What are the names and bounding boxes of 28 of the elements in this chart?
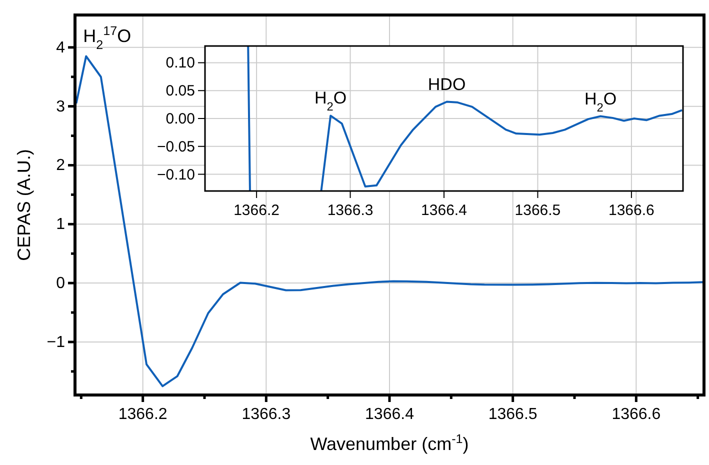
annotation: H$_{2}$O [584,89,617,114]
x-tick-label: 1366.2 [234,202,280,219]
y-tick-label: −0.05 [157,138,195,156]
x-tick-label: 1366.2 [118,406,168,423]
y-tick-label: 0.00 [166,110,195,128]
x-axis-title: Wavenumber (cm$^{-1}$) [310,432,469,454]
y-tick-label: 0.05 [166,82,195,100]
x-tick-label: 1366.4 [365,406,414,423]
x-tick-label: 1366.6 [608,202,654,219]
y-tick-label: 0.10 [166,54,195,72]
x-tick-label: 1366.5 [488,406,538,423]
x-tick-label: 1366.3 [327,202,374,219]
annotation: H$_{2}$$^{17}$O [83,24,132,52]
line-series [75,55,704,388]
x-tick-label: 1366.4 [421,202,467,219]
x-tick-label: 1366.6 [612,406,661,423]
y-tick-label: 4 [56,39,66,56]
y-tick-label: 0 [56,275,66,292]
y-axis-title: CEPAS (A.U.) [14,149,34,261]
y-tick-label: 2 [56,157,66,174]
annotation: H$_{2}$O [314,88,347,114]
annotation: HDO [428,74,466,94]
y-tick-label: −1 [46,334,66,351]
x-tick-label: 1366.5 [514,202,561,219]
y-tick-label: 1 [56,216,66,234]
x-tick-label: 1366.3 [242,406,291,423]
y-tick-label: 3 [56,98,66,116]
y-tick-label: −0.10 [157,166,195,184]
